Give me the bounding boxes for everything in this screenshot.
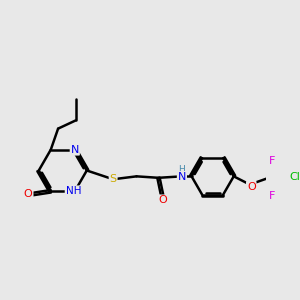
Text: F: F xyxy=(269,155,275,166)
Text: O: O xyxy=(24,189,33,199)
Text: F: F xyxy=(269,191,275,201)
Text: NH: NH xyxy=(66,186,81,196)
Text: N: N xyxy=(70,145,79,155)
Text: O: O xyxy=(247,182,256,192)
Text: O: O xyxy=(158,195,167,205)
Text: N: N xyxy=(178,172,186,182)
Text: Cl: Cl xyxy=(290,172,300,182)
Text: S: S xyxy=(110,174,117,184)
Text: H: H xyxy=(178,164,185,173)
